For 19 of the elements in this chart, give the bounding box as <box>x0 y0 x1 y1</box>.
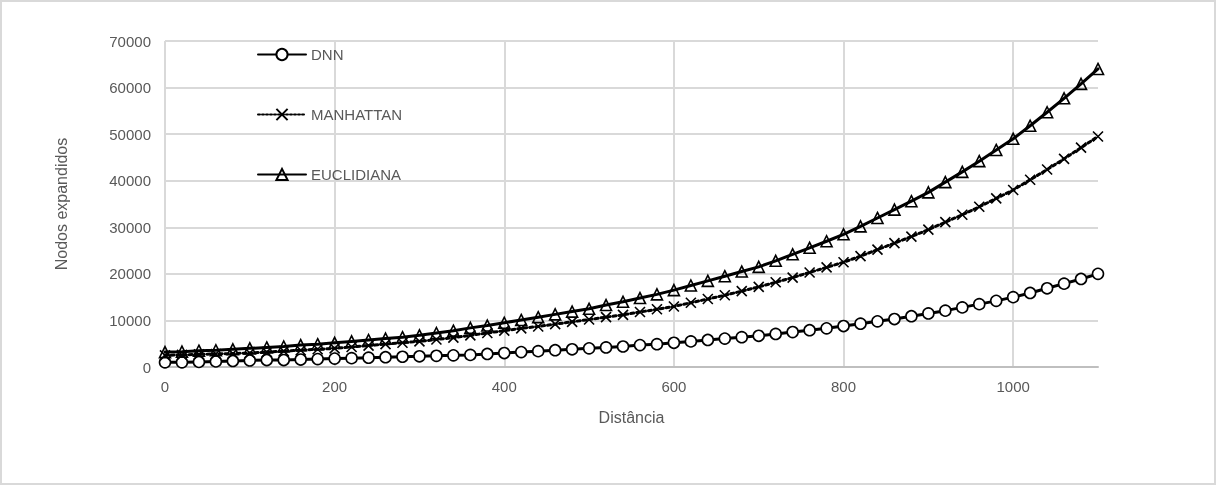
x-tick-label: 600 <box>661 378 687 395</box>
y-tick-label: 30000 <box>109 218 151 236</box>
y-tick-label: 10000 <box>109 311 151 329</box>
y-tick-label: 70000 <box>109 32 151 50</box>
y-tick-label: 20000 <box>109 265 151 283</box>
y-tick-label: 40000 <box>109 172 151 190</box>
x-tick-label: 1000 <box>996 378 1030 395</box>
x-tick-label: 800 <box>831 378 857 395</box>
legend-label: DNN <box>311 46 344 63</box>
y-tick-label: 0 <box>142 358 151 376</box>
x-tick-label: 200 <box>322 378 348 395</box>
legend-label: EUCLIDIANA <box>311 166 402 183</box>
y-tick-label: 60000 <box>109 79 151 97</box>
x-axis-title: Distância <box>598 408 665 426</box>
y-tick-label: 50000 <box>109 125 151 143</box>
x-tick-label: 0 <box>160 378 170 395</box>
y-axis-title: Nodos expandidos <box>52 137 70 271</box>
legend-label: MANHATTAN <box>311 106 403 123</box>
x-tick-label: 400 <box>491 378 517 395</box>
